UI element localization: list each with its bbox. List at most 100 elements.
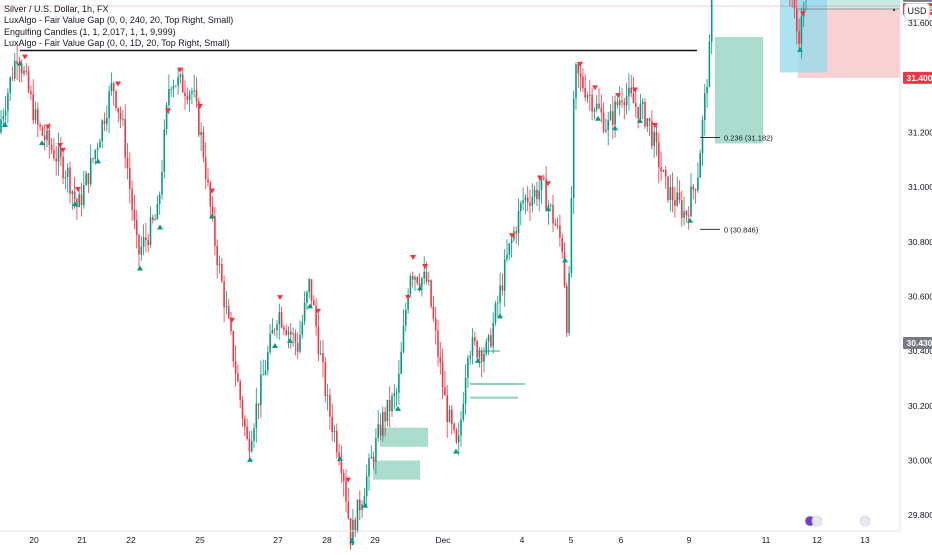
candle-body (200, 132, 202, 135)
candle-body (3, 116, 5, 119)
candle-body (476, 341, 478, 357)
price-axis[interactable]: 29.80030.00030.20030.40030.60030.80031.0… (900, 0, 932, 550)
more-menu-icon[interactable] (893, 9, 895, 11)
candle-body (147, 240, 149, 245)
bullish-engulfing-marker (395, 406, 401, 411)
candle-body (226, 306, 228, 307)
candle-body (801, 17, 803, 44)
candle-body (667, 176, 669, 200)
candle-body (152, 217, 154, 220)
candle-body (624, 102, 626, 105)
indicator-label-fvg-240[interactable]: LuxAlgo - Fair Value Gap (0, 0, 240, 20,… (4, 15, 233, 26)
time-tick-label: Dec (435, 535, 451, 545)
candle-body (488, 335, 490, 341)
candle-body (474, 337, 476, 341)
candle-body (676, 193, 678, 206)
currency-button[interactable]: USD (904, 3, 930, 20)
candle-body (279, 312, 281, 324)
candle-body (674, 200, 676, 205)
candle-body (131, 189, 133, 210)
candle-body (49, 130, 51, 145)
candle-body (306, 292, 308, 303)
candle-body (490, 335, 492, 346)
bearish-engulfing-marker (75, 187, 81, 192)
candle-body (304, 303, 306, 322)
candle-body (382, 412, 384, 435)
candle-body (292, 333, 294, 334)
candle-body (28, 72, 30, 92)
candle-body (617, 102, 619, 106)
candle-body (134, 210, 136, 221)
candle-body (357, 500, 359, 533)
bearish-engulfing-marker (115, 81, 121, 86)
bullish-engulfing-marker (475, 358, 481, 363)
candle-body (145, 237, 147, 240)
candle-body (237, 373, 239, 381)
candle-body (260, 375, 262, 406)
candle-body (51, 145, 53, 150)
candle-body (499, 285, 501, 302)
bullish-engulfing-marker (39, 140, 45, 145)
candle-body (53, 150, 55, 159)
price-tick-label: 30.000 (908, 456, 932, 466)
candle-body (322, 353, 324, 362)
time-tick-label: 4 (520, 535, 525, 545)
symbol-title[interactable]: Silver / U.S. Dollar, 1h, FX (4, 4, 233, 15)
candle-body (601, 108, 603, 112)
candle-body (373, 457, 375, 462)
bearish-engulfing-marker (277, 295, 283, 300)
candle-body (559, 225, 561, 237)
candle-body (575, 64, 577, 98)
candle-body (5, 111, 7, 116)
price-tick-label: 31.200 (908, 128, 932, 138)
candle-body (690, 186, 692, 216)
bearish-engulfing-marker (405, 295, 411, 300)
candle-body (256, 403, 258, 428)
candle-body (315, 305, 317, 326)
candle-body (550, 205, 552, 206)
candle-body (161, 172, 163, 194)
time-tick-label: 20 (29, 535, 39, 545)
candle-body (794, 0, 796, 8)
time-tick-label: 5 (569, 535, 574, 545)
candle-body (573, 98, 575, 198)
candle-body (377, 424, 379, 438)
bullish-engulfing-marker (307, 303, 313, 308)
indicator-label-engulfing[interactable]: Engulfing Candles (1, 1, 2,017, 1, 1, 9,… (4, 27, 233, 38)
candle-body (311, 279, 313, 300)
fvg-zone (715, 37, 763, 144)
candle-body (428, 280, 430, 282)
candle-body (693, 186, 695, 189)
price-tick-label: 31.000 (908, 182, 932, 192)
candle-body (414, 277, 416, 279)
bearish-engulfing-marker (229, 318, 235, 323)
candle-body (267, 352, 269, 370)
candle-body (129, 168, 131, 189)
bullish-engulfing-marker (95, 158, 101, 163)
candle-body (283, 327, 285, 330)
bullish-engulfing-marker (687, 218, 693, 223)
candle-body (124, 119, 126, 158)
candle-body (320, 353, 322, 354)
candle-body (686, 211, 688, 215)
candle-body (251, 441, 253, 452)
candle-body (384, 412, 386, 421)
candle-body (46, 130, 48, 140)
candle-body (532, 197, 534, 206)
candle-body (449, 410, 451, 422)
candle-body (584, 88, 586, 98)
time-tick-label: 29 (370, 535, 380, 545)
fvg-zone (373, 461, 420, 480)
candle-body (12, 77, 14, 78)
candle-body (568, 273, 570, 333)
candle-body (509, 243, 511, 254)
candle-body (651, 121, 653, 146)
candle-body (345, 481, 347, 502)
candle-body (214, 216, 216, 246)
indicator-label-fvg-1d[interactable]: LuxAlgo - Fair Value Gap (0, 0, 1D, 20, … (4, 38, 233, 49)
candle-body (561, 238, 563, 253)
candle-body (557, 225, 559, 226)
